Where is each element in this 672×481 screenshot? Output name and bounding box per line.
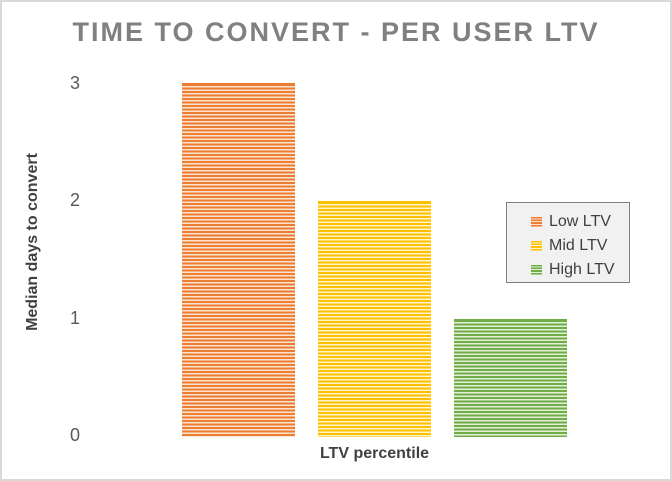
bar-high-ltv[interactable] (454, 319, 567, 437)
chart-title: TIME TO CONVERT - PER USER LTV (72, 17, 600, 47)
y-tick-label-0: 0 (69, 425, 80, 445)
mid-ltv-swatch-icon (531, 241, 542, 251)
y-axis-title: Median days to convert (24, 153, 41, 331)
low-ltv-swatch-icon (531, 217, 542, 227)
legend-item-low-ltv[interactable]: Low LTV (531, 210, 629, 234)
bar-mid-ltv[interactable] (318, 201, 431, 437)
x-axis-title: LTV percentile (319, 445, 430, 462)
y-tick-label-1: 1 (69, 308, 80, 328)
legend[interactable]: Low LTV Mid LTV High LTV (506, 202, 630, 283)
legend-label: Low LTV (549, 213, 611, 230)
legend-item-high-ltv[interactable]: High LTV (531, 258, 629, 282)
legend-label: High LTV (549, 261, 615, 278)
y-tick-label-2: 2 (69, 190, 80, 210)
bar-low-ltv[interactable] (182, 83, 295, 437)
y-tick-label-3: 3 (69, 73, 80, 93)
legend-label: Mid LTV (549, 237, 608, 254)
high-ltv-swatch-icon (531, 265, 542, 275)
legend-item-mid-ltv[interactable]: Mid LTV (531, 234, 629, 258)
plot-area (87, 83, 662, 437)
